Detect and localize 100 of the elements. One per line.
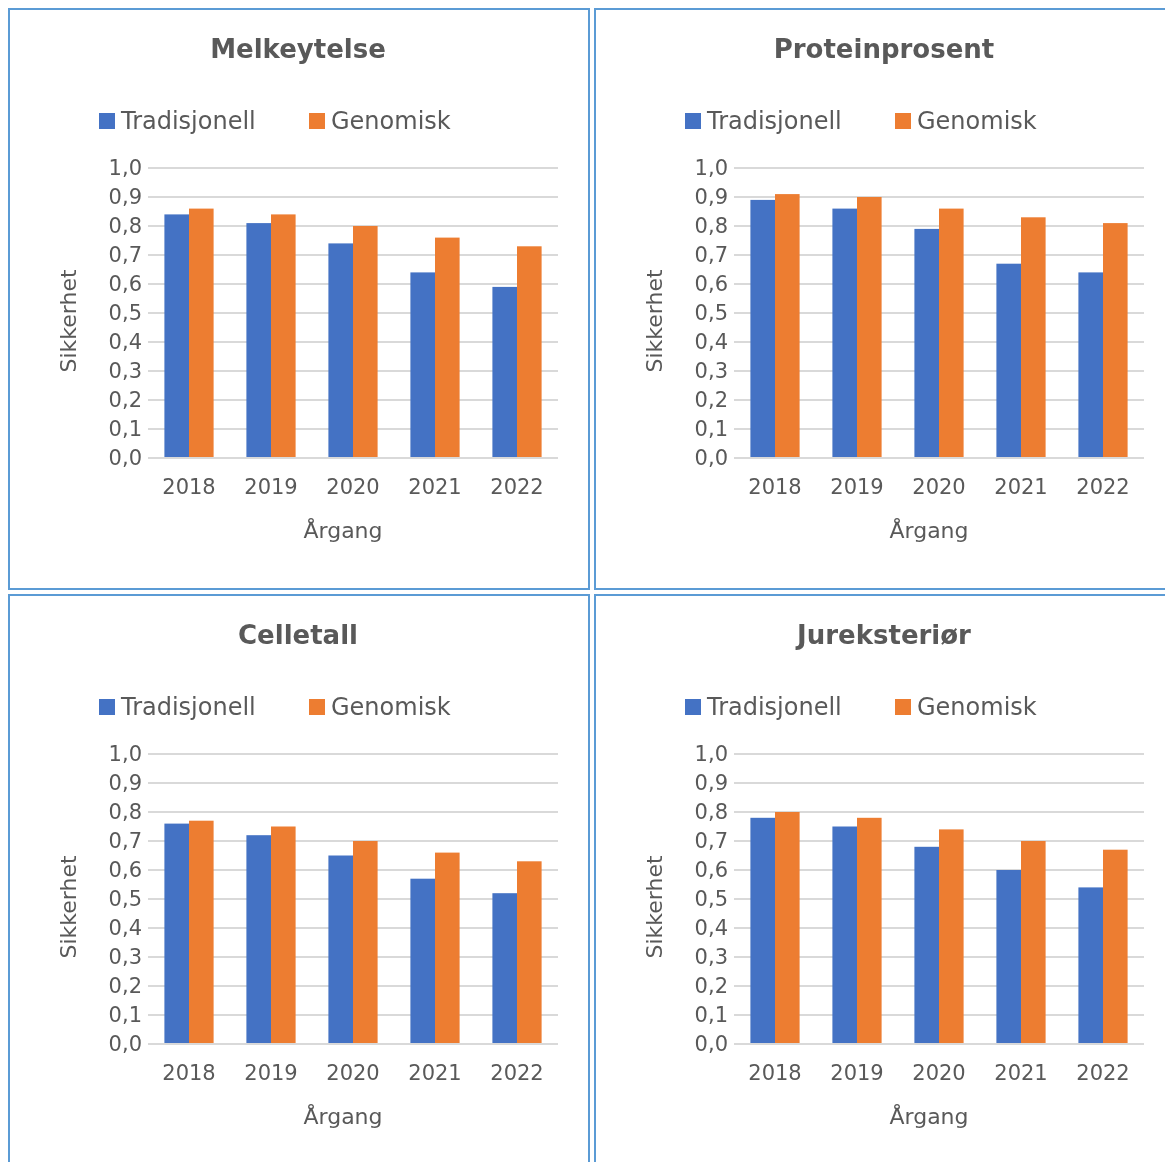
y-tick-label: 1,0 <box>108 156 142 181</box>
y-tick-label: 0,6 <box>108 858 142 883</box>
x-tick-label: 2021 <box>994 475 1048 499</box>
chart-title: Jureksteriør <box>795 620 972 650</box>
bar <box>164 214 189 458</box>
x-axis-title: Årgang <box>889 517 969 543</box>
bar <box>517 861 542 1044</box>
bar <box>1021 841 1046 1044</box>
y-tick-label: 0,1 <box>694 1003 728 1028</box>
x-tick-label: 2018 <box>162 1061 216 1085</box>
y-axis-title: Sikkerhet <box>56 855 81 959</box>
chart-title: Celletall <box>238 620 358 650</box>
bar <box>410 878 435 1044</box>
bar <box>492 286 517 458</box>
y-tick-label: 0,1 <box>108 417 142 442</box>
bar <box>1078 272 1103 458</box>
x-tick-label: 2022 <box>1076 475 1130 499</box>
y-tick-label: 0,3 <box>694 945 728 970</box>
bar <box>189 820 214 1044</box>
y-tick-label: 0,9 <box>694 771 728 796</box>
legend-label: Genomisk <box>331 107 451 136</box>
bar <box>914 846 939 1044</box>
y-tick-label: 0,4 <box>694 330 728 355</box>
y-tick-label: 0,3 <box>694 359 728 384</box>
y-tick-label: 0,0 <box>694 446 728 471</box>
x-tick-label: 2020 <box>912 475 966 499</box>
bar <box>832 208 857 458</box>
bar <box>271 826 296 1044</box>
y-axis-title: Sikkerhet <box>642 855 667 959</box>
y-tick-label: 0,8 <box>694 214 728 239</box>
y-tick-label: 0,0 <box>694 1032 728 1057</box>
bar <box>435 852 460 1044</box>
x-tick-label: 2020 <box>326 1061 380 1085</box>
bar <box>939 208 964 458</box>
x-tick-label: 2021 <box>994 1061 1048 1085</box>
legend-label: Tradisjonell <box>120 693 256 722</box>
x-axis-title: Årgang <box>889 1103 969 1129</box>
y-tick-label: 0,6 <box>108 272 142 297</box>
bar <box>939 829 964 1044</box>
y-tick-label: 0,6 <box>694 272 728 297</box>
y-tick-label: 0,6 <box>694 858 728 883</box>
bar <box>328 855 353 1044</box>
bar <box>271 214 296 458</box>
x-axis-title: Årgang <box>303 1103 383 1129</box>
y-tick-label: 0,9 <box>694 185 728 210</box>
legend-label: Genomisk <box>331 693 451 722</box>
bar <box>353 226 378 458</box>
x-tick-label: 2020 <box>326 475 380 499</box>
y-tick-label: 0,5 <box>694 887 728 912</box>
y-tick-label: 0,3 <box>108 359 142 384</box>
legend-label: Genomisk <box>917 107 1037 136</box>
bar <box>328 243 353 458</box>
x-tick-label: 2021 <box>408 1061 462 1085</box>
y-tick-label: 0,8 <box>108 800 142 825</box>
y-tick-label: 0,7 <box>694 829 728 854</box>
y-tick-label: 0,8 <box>108 214 142 239</box>
legend-label: Genomisk <box>917 693 1037 722</box>
y-tick-label: 0,0 <box>108 446 142 471</box>
x-tick-label: 2019 <box>830 1061 884 1085</box>
y-tick-label: 0,7 <box>694 243 728 268</box>
bar <box>164 823 189 1044</box>
y-tick-label: 0,1 <box>108 1003 142 1028</box>
bar <box>492 893 517 1044</box>
legend-label: Tradisjonell <box>706 107 842 136</box>
y-tick-label: 0,2 <box>694 388 728 413</box>
bar <box>996 263 1021 458</box>
x-tick-label: 2022 <box>490 1061 544 1085</box>
x-tick-label: 2021 <box>408 475 462 499</box>
bar <box>1078 887 1103 1044</box>
bar <box>246 223 271 458</box>
y-tick-label: 0,4 <box>108 330 142 355</box>
y-tick-label: 0,4 <box>694 916 728 941</box>
bar <box>996 870 1021 1044</box>
bar <box>914 228 939 458</box>
y-tick-label: 1,0 <box>694 742 728 767</box>
legend-label: Tradisjonell <box>706 693 842 722</box>
y-tick-label: 1,0 <box>694 156 728 181</box>
bar <box>517 246 542 458</box>
y-tick-label: 0,9 <box>108 771 142 796</box>
y-tick-label: 0,8 <box>694 800 728 825</box>
x-tick-label: 2022 <box>1076 1061 1130 1085</box>
bar <box>189 208 214 458</box>
bar <box>1021 217 1046 458</box>
y-tick-label: 0,2 <box>108 388 142 413</box>
bar <box>1103 223 1128 458</box>
y-tick-label: 0,3 <box>108 945 142 970</box>
y-tick-label: 1,0 <box>108 742 142 767</box>
bar <box>246 835 271 1044</box>
y-tick-label: 0,1 <box>694 417 728 442</box>
x-axis-title: Årgang <box>303 517 383 543</box>
x-tick-label: 2018 <box>748 1061 802 1085</box>
bar <box>410 272 435 458</box>
y-tick-label: 0,7 <box>108 829 142 854</box>
x-tick-label: 2019 <box>244 1061 298 1085</box>
chart-title: Proteinprosent <box>773 34 995 64</box>
chart-title: Melkeytelse <box>210 34 386 64</box>
bar <box>750 199 775 458</box>
bar <box>775 194 800 458</box>
x-tick-label: 2022 <box>490 475 544 499</box>
y-tick-label: 0,9 <box>108 185 142 210</box>
